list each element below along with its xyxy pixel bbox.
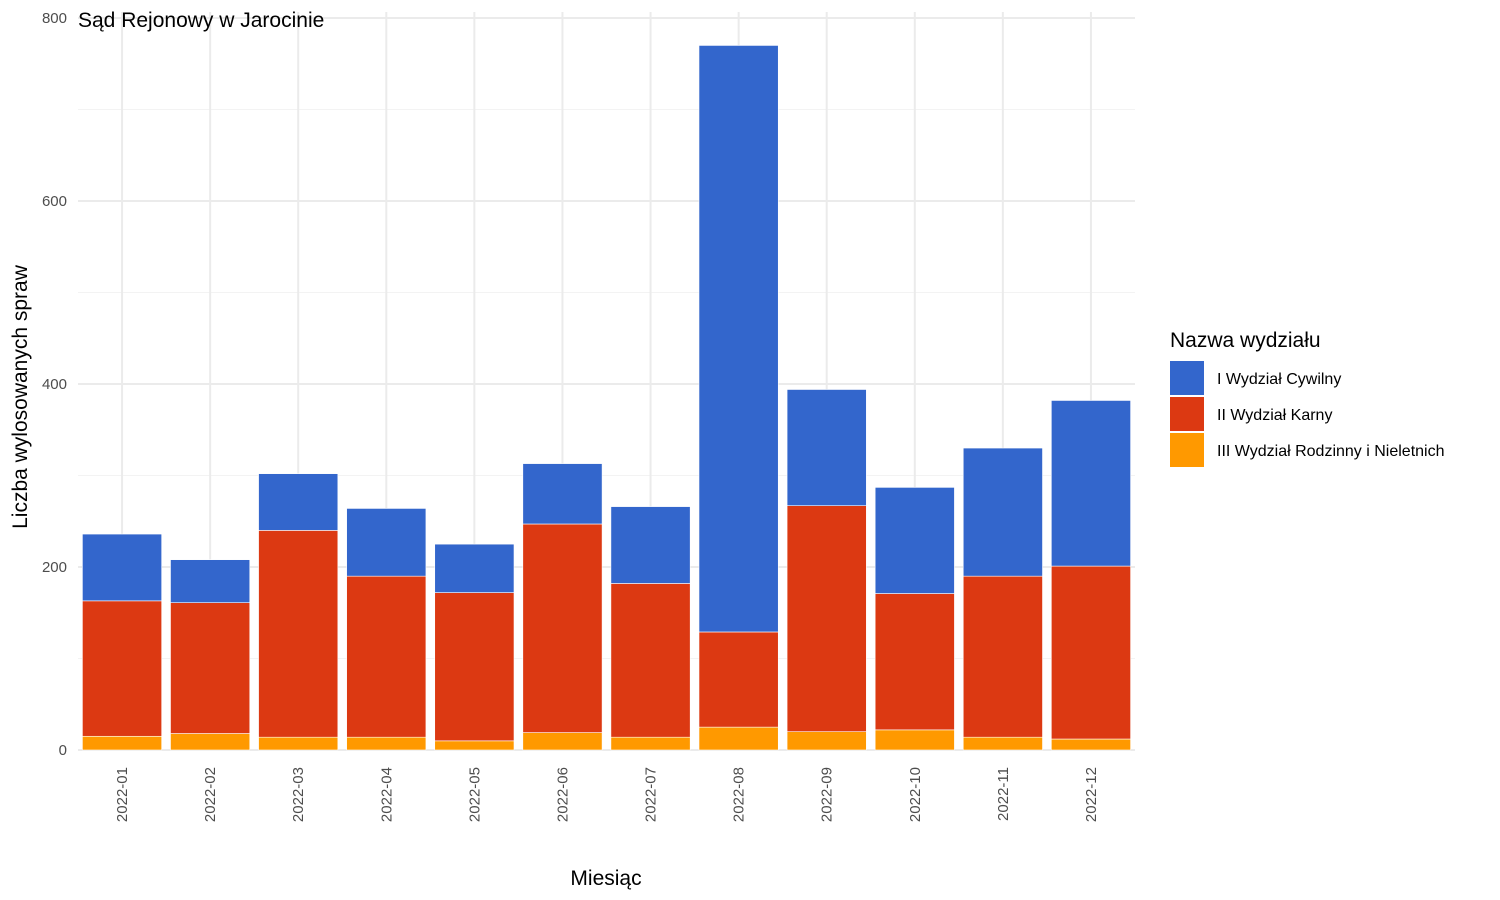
bar-segment-2022-03-s2 (258, 473, 339, 531)
y-tick-label: 800 (42, 10, 67, 27)
x-tick-label: 2022-12 (1083, 767, 1100, 822)
bar-segment-2022-05-s2 (434, 543, 515, 593)
bars (82, 45, 1131, 751)
bar-segment-2022-10-s1 (874, 593, 955, 731)
bar-segment-2022-04-s2 (346, 508, 427, 577)
x-tick-label: 2022-09 (819, 767, 836, 822)
x-tick-label: 2022-08 (731, 767, 748, 822)
legend-label: I Wydział Cywilny (1217, 371, 1341, 388)
x-tick-label: 2022-04 (378, 767, 395, 822)
y-axis-ticks: 0 200 400 600 800 (42, 10, 67, 759)
bar-segment-2022-03-s1 (258, 530, 339, 738)
bar-segment-2022-02-s0 (170, 733, 251, 751)
bar-segment-2022-08-s1 (698, 631, 779, 728)
x-tick-label: 2022-11 (995, 767, 1012, 821)
bar-segment-2022-01-s0 (82, 735, 162, 751)
bar-segment-2022-01-s1 (82, 600, 162, 737)
y-tick-label: 200 (42, 559, 67, 576)
x-tick-label: 2022-03 (290, 767, 307, 822)
x-tick-label: 2022-06 (554, 767, 571, 822)
bar-segment-2022-09-s2 (786, 389, 867, 506)
bar-segment-2022-12-s2 (1051, 400, 1131, 567)
legend-title: Nazwa wydziału (1170, 329, 1321, 352)
x-tick-label: 2022-05 (466, 767, 483, 822)
x-axis-title: Miesiąc (570, 867, 641, 890)
bar-segment-2022-06-s1 (522, 523, 603, 733)
x-axis-ticks: 2022-01 2022-02 2022-03 2022-04 2022-05 2022-… (114, 767, 1100, 822)
bar-segment-2022-04-s0 (346, 736, 427, 751)
bar-segment-2022-07-s2 (610, 506, 691, 584)
bar-segment-2022-07-s0 (610, 736, 691, 751)
bar-segment-2022-09-s0 (786, 731, 867, 751)
bar-segment-2022-12-s1 (1051, 565, 1131, 740)
x-tick-label: 2022-01 (114, 767, 131, 822)
y-axis-title: Liczba wylosowanych spraw (9, 264, 32, 529)
bar-segment-2022-06-s2 (522, 463, 603, 525)
bar-segment-2022-11-s1 (962, 575, 1043, 738)
bar-segment-2022-01-s2 (82, 533, 162, 602)
bar-segment-2022-05-s0 (434, 740, 515, 751)
legend-swatch (1170, 361, 1204, 395)
bar-segment-2022-12-s0 (1051, 738, 1131, 751)
bar-segment-2022-06-s0 (522, 732, 603, 751)
bar-segment-2022-11-s2 (962, 447, 1043, 577)
legend-swatch (1170, 397, 1204, 431)
x-tick-label: 2022-07 (643, 767, 660, 822)
legend-label: II Wydział Karny (1217, 407, 1332, 424)
y-tick-label: 400 (42, 376, 67, 393)
legend-label: III Wydział Rodzinny i Nieletnich (1217, 443, 1445, 460)
bar-segment-2022-04-s1 (346, 575, 427, 738)
legend: Nazwa wydziału I Wydział Cywilny II Wydzi… (1170, 329, 1445, 467)
y-tick-label: 600 (42, 193, 67, 210)
bar-segment-2022-05-s1 (434, 592, 515, 742)
x-tick-label: 2022-10 (907, 767, 924, 822)
bar-segment-2022-09-s1 (786, 505, 867, 733)
bar-segment-2022-02-s2 (170, 559, 251, 603)
y-tick-label: 0 (59, 742, 67, 759)
bar-segment-2022-11-s0 (962, 736, 1043, 751)
bar-segment-2022-07-s1 (610, 583, 691, 738)
bar-segment-2022-02-s1 (170, 602, 251, 734)
bar-segment-2022-10-s0 (874, 729, 955, 751)
x-tick-label: 2022-02 (202, 767, 219, 822)
bar-segment-2022-03-s0 (258, 736, 339, 751)
bar-segment-2022-08-s0 (698, 726, 779, 751)
chart-title: Sąd Rejonowy w Jarocinie (78, 9, 324, 32)
bar-segment-2022-08-s2 (698, 45, 779, 633)
legend-swatch (1170, 433, 1204, 467)
bar-segment-2022-10-s2 (874, 487, 955, 594)
